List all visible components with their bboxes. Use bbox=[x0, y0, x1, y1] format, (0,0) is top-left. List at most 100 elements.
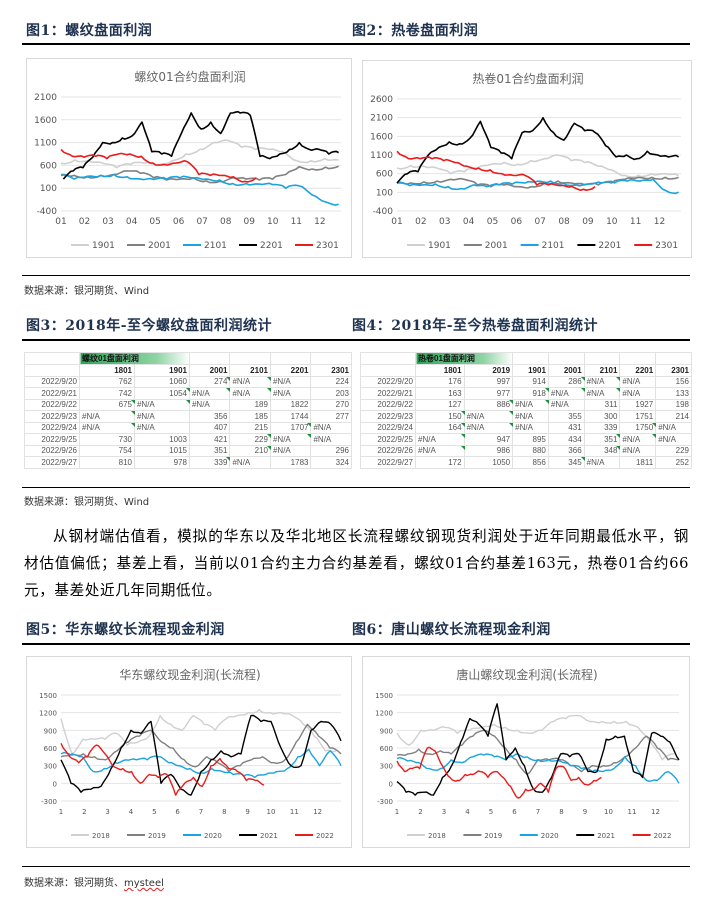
value-cell: 880 bbox=[512, 444, 549, 457]
value-cell: #N/A bbox=[547, 387, 585, 400]
x-tick-label: 01 bbox=[55, 217, 66, 227]
x-tick-label: 04 bbox=[126, 217, 138, 227]
source-note: 数据来源：银河期货、mysteel bbox=[24, 874, 164, 889]
value-cell: 300 bbox=[583, 410, 621, 423]
series-line-2001 bbox=[396, 176, 679, 189]
value-cell: 978 bbox=[133, 456, 190, 469]
value-cell: 355 bbox=[547, 410, 585, 423]
source-prefix: 数据来源：银河期货、 bbox=[24, 878, 124, 889]
y-tick-label: 2100 bbox=[34, 93, 57, 103]
y-tick-label: -400 bbox=[37, 207, 58, 217]
x-tick-label: 6 bbox=[512, 808, 517, 816]
value-cell: #N/A bbox=[310, 421, 352, 434]
y-tick-label: 1600 bbox=[34, 116, 57, 126]
value-cell: 345 bbox=[547, 456, 585, 469]
value-cell: 730 bbox=[79, 433, 135, 446]
x-tick-label: 4 bbox=[129, 808, 134, 816]
source-note: 数据来源：银河期货、Wind bbox=[24, 286, 150, 297]
y-tick-label: 900 bbox=[44, 727, 57, 735]
date-cell: 2022/9/25 bbox=[24, 433, 80, 446]
divider bbox=[22, 487, 690, 488]
legend-label: 2020 bbox=[541, 832, 559, 840]
value-cell: 164 bbox=[415, 421, 465, 434]
value-cell: 339 bbox=[583, 421, 621, 434]
table-row: 2022/9/21 742 1054 #N/A #N/A #N/A 203 bbox=[24, 387, 352, 400]
value-cell: #N/A bbox=[619, 387, 657, 400]
table-row: 2022/9/20 762 1060 274 #N/A #N/A 224 bbox=[24, 375, 352, 388]
east-china-rebar-cash-profit-chart: 华东螺纹现金利润(长流程) -300 0 300 600 900 1200 1500 1 2 3 4 5… bbox=[26, 656, 352, 848]
value-cell: 296 bbox=[310, 444, 352, 457]
y-tick-label: 900 bbox=[380, 727, 393, 735]
value-cell: 886 bbox=[463, 398, 514, 411]
date-cell: 2022/9/24 bbox=[360, 421, 416, 434]
date-cell: 2022/9/26 bbox=[360, 444, 416, 457]
legend-label: 2022 bbox=[654, 832, 672, 840]
value-cell: #N/A bbox=[415, 444, 465, 457]
legend-label: 2019 bbox=[148, 832, 166, 840]
figure-6-title: 图6：唐山螺纹长流程现金利润 bbox=[352, 622, 551, 638]
series-line-2201 bbox=[396, 116, 679, 184]
column-header: 2201 bbox=[269, 364, 312, 377]
value-cell: 742 bbox=[79, 387, 135, 400]
date-cell: 2022/9/23 bbox=[360, 410, 416, 423]
x-tick-label: 03 bbox=[102, 217, 113, 227]
value-cell: #N/A bbox=[133, 421, 190, 434]
y-tick-label: 600 bbox=[376, 170, 393, 180]
table-title: 螺纹01盘面利润 bbox=[79, 352, 190, 365]
rebar-profit-table: 螺纹01盘面利润 1801 1901 2001 2101 2201 2301 2022/9/2… bbox=[24, 352, 352, 469]
value-cell: 1050 bbox=[463, 456, 514, 469]
legend-label: 2018 bbox=[92, 832, 110, 840]
chart-title: 唐山螺纹现金利润(长流程) bbox=[456, 667, 597, 682]
column-header: 2101 bbox=[229, 364, 271, 377]
value-cell: 351 bbox=[583, 433, 621, 446]
y-tick-label: -300 bbox=[41, 798, 57, 806]
series-line-2021 bbox=[60, 714, 342, 796]
y-tick-label: -400 bbox=[373, 207, 394, 217]
value-cell: #N/A bbox=[133, 410, 190, 423]
x-tick-label: 07 bbox=[534, 217, 545, 227]
figure-3-title: 图3：2018年-至今螺纹盘面利润统计 bbox=[26, 318, 273, 334]
value-cell: 274 bbox=[188, 375, 231, 388]
column-header: 2019 bbox=[463, 364, 514, 377]
value-cell: 1060 bbox=[133, 375, 190, 388]
x-tick-label: 01 bbox=[391, 217, 402, 227]
value-cell: 133 bbox=[655, 387, 692, 400]
y-tick-label: 100 bbox=[40, 184, 57, 194]
value-cell: #N/A bbox=[229, 456, 271, 469]
x-tick-label: 4 bbox=[465, 808, 470, 816]
value-cell: 339 bbox=[188, 456, 231, 469]
date-cell: 2022/9/22 bbox=[24, 398, 80, 411]
table-row: 2022/9/22 127 886 #N/A #N/A 311 1927 198 bbox=[360, 398, 692, 411]
table-row: 2022/9/27 172 1050 856 345 #N/A 1811 252 bbox=[360, 456, 692, 469]
value-cell: #N/A bbox=[269, 387, 312, 400]
value-cell: #N/A bbox=[269, 444, 312, 457]
date-cell: 2022/9/20 bbox=[24, 375, 80, 388]
value-cell: 1750 bbox=[619, 421, 657, 434]
series-line-2201 bbox=[62, 110, 339, 180]
value-cell: #N/A bbox=[512, 398, 550, 411]
y-tick-label: 100 bbox=[376, 188, 393, 198]
column-header: 1901 bbox=[133, 364, 190, 377]
column-header: 1801 bbox=[415, 364, 465, 377]
column-header: 1901 bbox=[512, 364, 549, 377]
legend-label: 2101 bbox=[542, 241, 565, 251]
value-cell: 986 bbox=[463, 444, 514, 457]
x-tick-label: 9 bbox=[245, 808, 249, 816]
x-tick-label: 08 bbox=[558, 217, 570, 227]
value-cell: #N/A bbox=[619, 433, 657, 446]
value-cell: 856 bbox=[512, 456, 549, 469]
value-cell: 229 bbox=[655, 444, 692, 457]
date-cell: 2022/9/24 bbox=[24, 421, 80, 434]
x-tick-label: 08 bbox=[220, 217, 232, 227]
value-cell: #N/A bbox=[79, 421, 136, 434]
series-line-2021 bbox=[396, 703, 680, 796]
value-cell: #N/A bbox=[229, 375, 271, 388]
value-cell: 127 bbox=[415, 398, 465, 411]
value-cell: #N/A bbox=[583, 387, 621, 400]
value-cell: 311 bbox=[583, 398, 621, 411]
series-line-2018 bbox=[396, 714, 675, 761]
value-cell: 754 bbox=[79, 444, 135, 457]
column-header: 1801 bbox=[79, 364, 135, 377]
source-note: 数据来源：银河期货、Wind bbox=[24, 497, 150, 508]
divider bbox=[22, 866, 690, 867]
